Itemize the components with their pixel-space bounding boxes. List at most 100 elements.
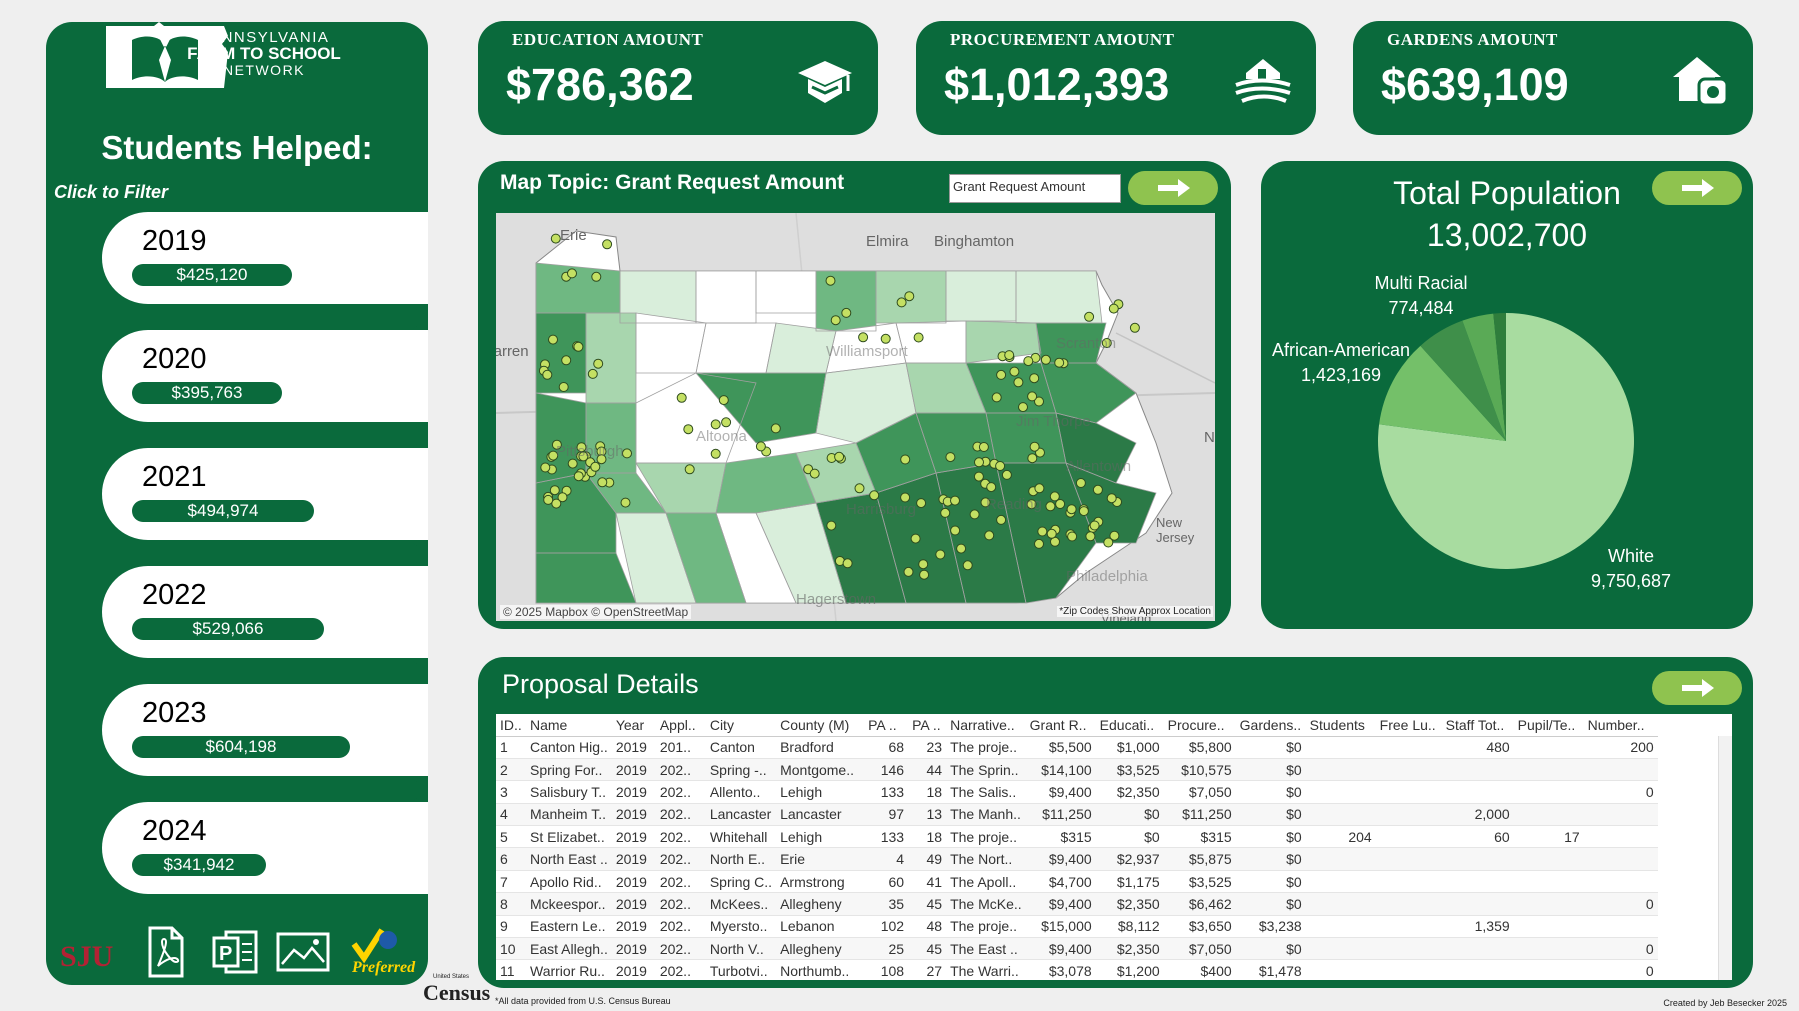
powerpoint-icon[interactable]: P	[206, 922, 264, 980]
table-row[interactable]: 5 St Elizabet.. 2019 202.. Whitehall Lehigh 13…	[496, 825, 1658, 849]
grant-location-point[interactable]	[557, 492, 568, 503]
grant-location-point[interactable]	[1046, 528, 1057, 539]
grant-location-point[interactable]	[910, 533, 921, 544]
grant-location-point[interactable]	[684, 464, 695, 475]
grant-location-point[interactable]	[590, 461, 601, 472]
grant-location-point[interactable]	[1078, 506, 1089, 517]
county-shape[interactable]	[1036, 323, 1106, 363]
table-row[interactable]: 3 Salisbury T.. 2019 202.. Allento.. Lehigh 13…	[496, 780, 1658, 804]
grant-location-point[interactable]	[561, 355, 572, 366]
column-header[interactable]: Students	[1305, 714, 1376, 737]
grant-location-point[interactable]	[880, 333, 891, 344]
grant-location-point[interactable]	[770, 423, 781, 434]
pie-slice-other-4[interactable]	[1493, 313, 1506, 441]
county-choropleth[interactable]	[496, 213, 1215, 621]
grant-location-point[interactable]	[755, 441, 766, 452]
grant-location-point[interactable]	[1101, 338, 1112, 348]
county-shape[interactable]	[696, 271, 756, 323]
county-shape[interactable]	[536, 263, 620, 313]
image-icon[interactable]	[274, 922, 332, 980]
population-pie-chart[interactable]	[1261, 161, 1753, 629]
grant-location-point[interactable]	[904, 291, 915, 302]
grant-location-point[interactable]	[996, 369, 1007, 380]
grant-location-point[interactable]	[900, 454, 911, 465]
table-row[interactable]: 2 Spring For.. 2019 202.. Spring -.. Montgome…	[496, 758, 1658, 782]
grant-location-point[interactable]	[1009, 366, 1020, 377]
grant-location-point[interactable]	[918, 559, 929, 570]
table-row[interactable]: 11 Warrior Ru.. 2019 202.. Turbotvi.. Northum…	[496, 959, 1658, 980]
county-shape[interactable]	[636, 313, 706, 373]
grant-location-point[interactable]	[1034, 396, 1044, 407]
grant-location-point[interactable]	[842, 558, 853, 569]
county-shape[interactable]	[906, 363, 986, 413]
year-filter-2021[interactable]: 2021 $494,974	[102, 448, 428, 540]
grant-location-point[interactable]	[1034, 538, 1044, 549]
table-row[interactable]: 9 Eastern Le.. 2019 202.. Myersto.. Lebanon 10…	[496, 915, 1658, 939]
county-shape[interactable]	[946, 271, 1016, 321]
table-row[interactable]: 6 North East .. 2019 202.. North E.. Erie 4 49 T…	[496, 847, 1658, 871]
column-header[interactable]: Name	[526, 714, 612, 737]
grant-location-point[interactable]	[996, 514, 1007, 525]
grant-location-point[interactable]	[551, 498, 562, 509]
pdf-icon[interactable]	[136, 922, 194, 980]
sju-logo[interactable]: SJU	[56, 922, 114, 980]
county-shape[interactable]	[756, 271, 816, 313]
county-shape[interactable]	[896, 321, 966, 363]
grant-location-point[interactable]	[1089, 520, 1100, 531]
column-header[interactable]: Free Lu..	[1375, 714, 1442, 737]
grant-location-point[interactable]	[900, 492, 911, 503]
grant-location-point[interactable]	[596, 454, 607, 465]
grant-location-point[interactable]	[913, 332, 924, 343]
grant-location-point[interactable]	[1040, 354, 1051, 365]
column-header[interactable]: County (M)	[776, 714, 865, 737]
grant-location-point[interactable]	[721, 417, 732, 428]
grant-location-point[interactable]	[956, 543, 967, 554]
column-header[interactable]: Educati..	[1095, 714, 1164, 737]
county-shape[interactable]	[1041, 363, 1136, 423]
county-shape[interactable]	[916, 413, 996, 473]
table-row[interactable]: 1 Canton Hig.. 2019 201.. Canton Bradford 68 23…	[496, 736, 1658, 759]
grant-location-point[interactable]	[718, 395, 729, 406]
grant-location-point[interactable]	[919, 569, 930, 580]
grant-location-point[interactable]	[1029, 441, 1040, 452]
grant-location-point[interactable]	[995, 461, 1006, 471]
grant-location-point[interactable]	[986, 482, 997, 493]
column-header[interactable]: Year	[611, 714, 656, 737]
grant-location-point[interactable]	[578, 451, 589, 462]
grant-location-point[interactable]	[551, 439, 562, 450]
column-header[interactable]: PA ..	[908, 714, 947, 737]
grant-location-point[interactable]	[978, 442, 989, 452]
grant-location-point[interactable]	[593, 358, 604, 369]
grant-location-point[interactable]	[1045, 501, 1056, 512]
grant-location-point[interactable]	[940, 507, 951, 518]
grant-location-point[interactable]	[710, 419, 721, 430]
county-shape[interactable]	[766, 323, 836, 373]
grant-location-point[interactable]	[1067, 531, 1078, 542]
grant-location-point[interactable]	[1018, 402, 1028, 413]
grant-location-point[interactable]	[1013, 377, 1024, 388]
grant-location-point[interactable]	[548, 450, 559, 461]
table-row[interactable]: 8 Mckeespor.. 2019 202.. McKees.. Allegheny 35…	[496, 892, 1658, 916]
grant-location-point[interactable]	[1034, 483, 1045, 494]
county-shape[interactable]	[716, 513, 796, 603]
grant-location-point[interactable]	[950, 495, 960, 506]
column-header[interactable]: Staff Tot..	[1441, 714, 1514, 737]
grant-points[interactable]	[538, 233, 1140, 580]
grant-location-point[interactable]	[1129, 322, 1140, 333]
proposal-table-container[interactable]: ID.. Name Year Appl.. City County (M) PA .. PA …	[496, 714, 1732, 980]
grant-location-point[interactable]	[540, 462, 551, 473]
year-filter-2023[interactable]: 2023 $604,198	[102, 684, 428, 776]
grant-location-point[interactable]	[1109, 530, 1120, 541]
pennsylvania-map[interactable]: Erie Elmira Binghamton Warren Williamspo…	[496, 213, 1215, 621]
grant-location-point[interactable]	[548, 334, 558, 345]
grant-location-point[interactable]	[1054, 357, 1065, 368]
year-filter-2020[interactable]: 2020 $395,763	[102, 330, 428, 422]
grant-location-point[interactable]	[854, 483, 865, 494]
grant-location-point[interactable]	[825, 275, 836, 286]
grant-location-point[interactable]	[620, 497, 631, 508]
grant-location-point[interactable]	[830, 315, 841, 326]
county-shape[interactable]	[616, 513, 696, 603]
table-row[interactable]: 4 Manheim T.. 2019 202.. Lancaster Lancaster 9…	[496, 803, 1658, 827]
grant-location-point[interactable]	[1103, 537, 1114, 548]
grant-location-point[interactable]	[809, 468, 820, 479]
